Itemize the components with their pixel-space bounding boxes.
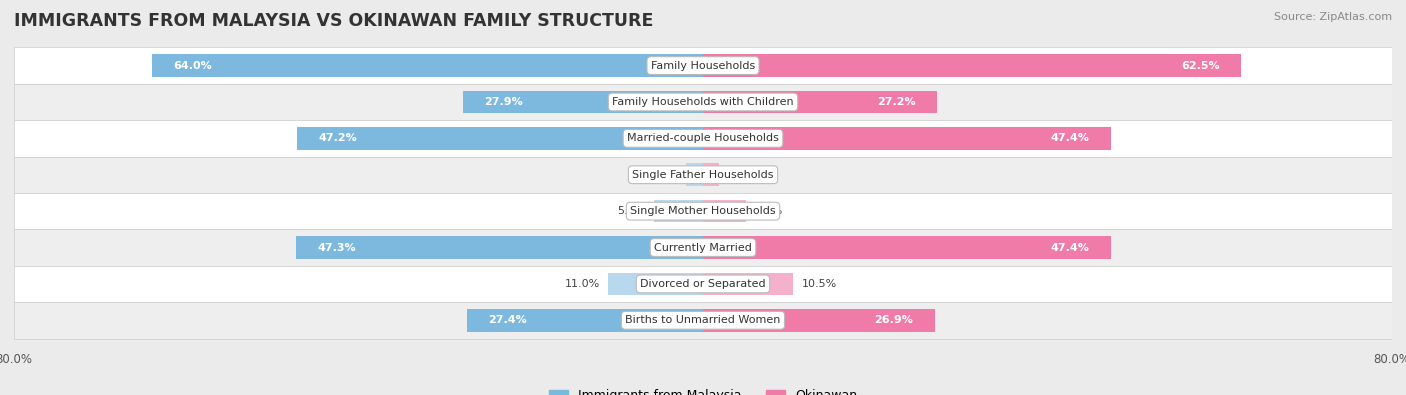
Text: 5.0%: 5.0% bbox=[755, 206, 783, 216]
Text: 26.9%: 26.9% bbox=[875, 315, 912, 325]
Bar bbox=[463, 91, 703, 113]
Bar bbox=[297, 127, 703, 150]
Text: IMMIGRANTS FROM MALAYSIA VS OKINAWAN FAMILY STRUCTURE: IMMIGRANTS FROM MALAYSIA VS OKINAWAN FAM… bbox=[14, 12, 654, 30]
Bar bbox=[14, 84, 1392, 120]
Bar bbox=[14, 302, 1392, 339]
Bar bbox=[14, 47, 1392, 84]
Bar bbox=[703, 164, 720, 186]
Text: 47.3%: 47.3% bbox=[318, 243, 356, 252]
Bar bbox=[467, 309, 703, 331]
Text: 27.2%: 27.2% bbox=[877, 97, 915, 107]
Bar bbox=[14, 229, 1392, 266]
Bar bbox=[14, 156, 1392, 193]
Bar bbox=[703, 200, 747, 222]
Text: Single Mother Households: Single Mother Households bbox=[630, 206, 776, 216]
Text: 27.9%: 27.9% bbox=[484, 97, 523, 107]
Text: 1.9%: 1.9% bbox=[728, 170, 756, 180]
Text: 27.4%: 27.4% bbox=[488, 315, 527, 325]
Bar bbox=[14, 120, 1392, 156]
Bar bbox=[654, 200, 703, 222]
Bar bbox=[703, 309, 935, 331]
Bar bbox=[152, 55, 703, 77]
Text: Single Father Households: Single Father Households bbox=[633, 170, 773, 180]
Text: Births to Unmarried Women: Births to Unmarried Women bbox=[626, 315, 780, 325]
Bar bbox=[295, 236, 703, 259]
Bar bbox=[686, 164, 703, 186]
Text: Currently Married: Currently Married bbox=[654, 243, 752, 252]
Bar bbox=[703, 55, 1241, 77]
Text: Family Households with Children: Family Households with Children bbox=[612, 97, 794, 107]
Legend: Immigrants from Malaysia, Okinawan: Immigrants from Malaysia, Okinawan bbox=[544, 384, 862, 395]
Bar bbox=[14, 193, 1392, 229]
Text: Source: ZipAtlas.com: Source: ZipAtlas.com bbox=[1274, 12, 1392, 22]
Text: 47.4%: 47.4% bbox=[1050, 134, 1090, 143]
Text: 10.5%: 10.5% bbox=[801, 279, 838, 289]
Bar bbox=[703, 127, 1111, 150]
Text: Married-couple Households: Married-couple Households bbox=[627, 134, 779, 143]
Bar bbox=[703, 91, 938, 113]
Text: 47.4%: 47.4% bbox=[1050, 243, 1090, 252]
Text: 5.7%: 5.7% bbox=[617, 206, 645, 216]
Text: Divorced or Separated: Divorced or Separated bbox=[640, 279, 766, 289]
Text: 47.2%: 47.2% bbox=[318, 134, 357, 143]
Text: 11.0%: 11.0% bbox=[564, 279, 599, 289]
Bar bbox=[14, 266, 1392, 302]
Bar bbox=[703, 236, 1111, 259]
Text: Family Households: Family Households bbox=[651, 60, 755, 71]
Text: 2.0%: 2.0% bbox=[648, 170, 678, 180]
Bar bbox=[703, 273, 793, 295]
Bar bbox=[609, 273, 703, 295]
Text: 64.0%: 64.0% bbox=[173, 60, 212, 71]
Text: 62.5%: 62.5% bbox=[1181, 60, 1219, 71]
